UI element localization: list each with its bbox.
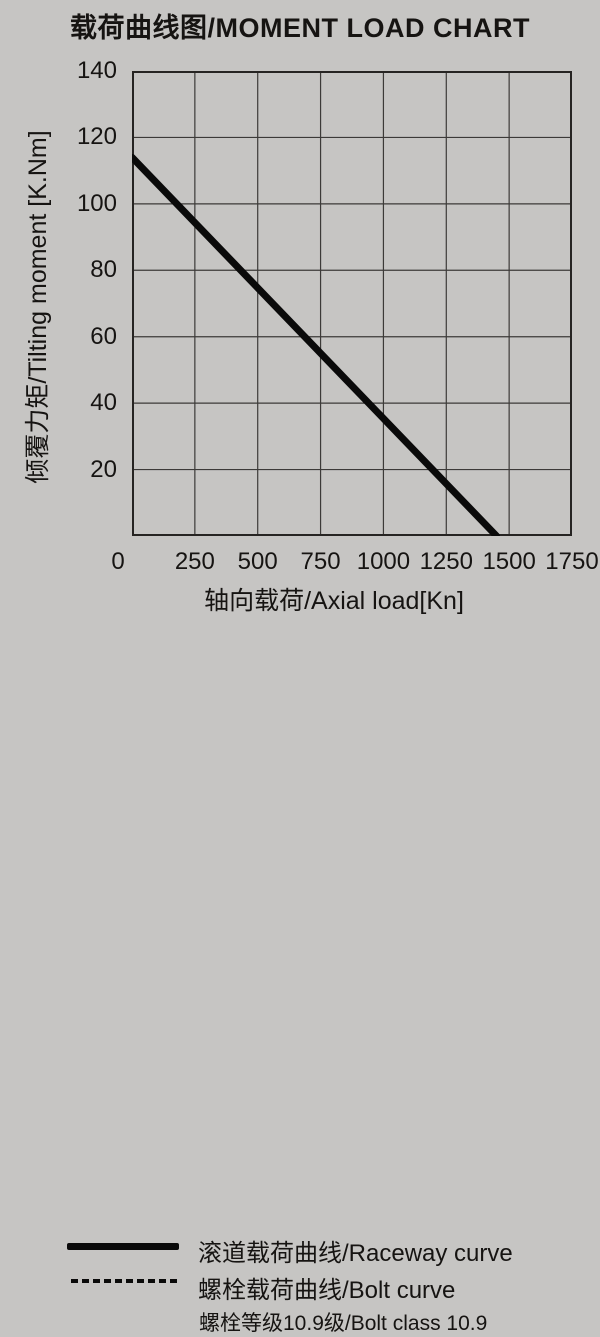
y-tick-label: 80 [90,256,117,284]
x-tick-label: 1500 [482,548,536,575]
series-raceway-curve [132,153,501,536]
x-tick-label: 750 [300,548,341,575]
x-tick-label: 500 [237,548,278,575]
x-axis-label: 轴向载荷/Axial load[Kn] [204,587,464,615]
plot-area [132,71,572,536]
x-tick-label: 250 [174,548,215,575]
y-tick-label: 100 [76,189,117,217]
raceway-curve-label: 滚道载荷曲线/Raceway curve [198,1240,513,1267]
y-tick-label: 120 [76,123,117,151]
bolt-curve-label: 螺栓载荷曲线/Bolt curve [198,1277,456,1304]
bolt-curve-line-swatch [71,1279,177,1283]
chart-canvas [132,71,572,536]
x-tick-label: 1250 [419,548,473,575]
x-tick-label: 0 [111,548,125,575]
plot-border [132,71,572,536]
x-tick-label: 1750 [545,548,599,575]
y-tick-label: 60 [90,322,117,350]
y-tick-label: 140 [76,57,117,84]
x-tick-label: 1000 [356,548,411,575]
moment-load-chart-page: 载荷曲线图/MOMENT LOAD CHART 倾覆力矩/Tilting mom… [24,13,599,1335]
raceway-curve-line-swatch [67,1243,179,1250]
bolt-class-note: 螺栓等级10.9级/Bolt class 10.9 [199,1312,488,1335]
y-tick-label: 40 [90,389,117,417]
chart-title: 载荷曲线图/MOMENT LOAD CHART [70,13,530,43]
y-tick-label: 20 [90,455,117,483]
